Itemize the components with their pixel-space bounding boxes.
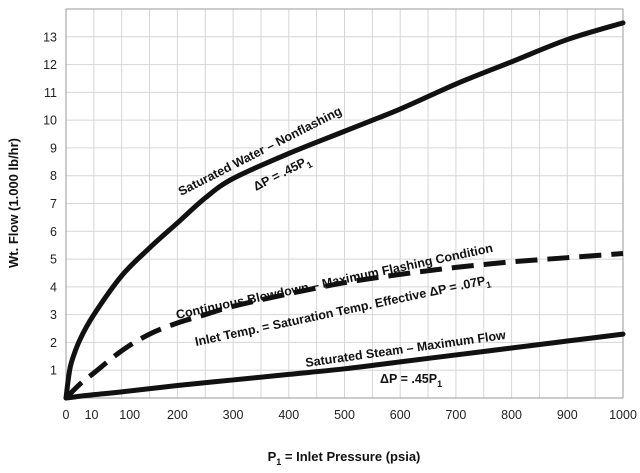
annotation-saturated-steam-dp: ΔP = .45P1: [380, 372, 442, 389]
saturated-steam-dp-subscript: 1: [437, 379, 442, 389]
y-tick-label: 12: [43, 58, 57, 72]
y-tick-label: 9: [50, 141, 57, 155]
x-tick-label: 0: [63, 408, 70, 422]
y-tick-label: 2: [50, 336, 57, 350]
saturated-water-dp-main: ΔP = .45P: [251, 155, 308, 193]
x-tick-label: 300: [223, 408, 244, 422]
inlet-temp-subscript: 1: [485, 279, 492, 290]
x-tick-label: 500: [334, 408, 355, 422]
saturated-steam-dp-main: ΔP = .45P: [380, 372, 437, 386]
x-tick-label: 10: [85, 408, 99, 422]
x-tick-label: 400: [278, 408, 299, 422]
x-axis-title-p: P: [268, 449, 277, 464]
series-saturated-water-line: [63, 20, 626, 401]
y-tick-label: 10: [43, 114, 57, 128]
x-axis-title-subscript: 1: [276, 457, 281, 467]
y-tick-label: 7: [50, 197, 57, 211]
y-tick-label: 4: [50, 280, 57, 294]
x-tick-label: 800: [501, 408, 522, 422]
x-tick-label: 900: [557, 408, 578, 422]
y-tick-label: 1: [50, 364, 57, 378]
grid-lines: [66, 9, 623, 398]
y-tick-label: 13: [43, 30, 57, 44]
x-tick-label: 1000: [609, 408, 637, 422]
y-tick-label: 8: [50, 169, 57, 183]
plot-frame: [65, 8, 624, 399]
x-tick-label: 200: [167, 408, 188, 422]
x-tick-label: 600: [390, 408, 411, 422]
curves: [63, 20, 626, 401]
y-tick-label: 6: [50, 225, 57, 239]
x-axis-title: P1 = Inlet Pressure (psia): [268, 449, 421, 467]
y-tick-label: 3: [50, 308, 57, 322]
series-continuous-blowdown-line: [64, 251, 624, 400]
y-tick-label: 11: [44, 86, 57, 100]
x-tick-label: 100: [119, 408, 140, 422]
x-tick-label: 700: [445, 408, 466, 422]
saturated-water-dp-subscript: 1: [305, 159, 314, 170]
x-axis-title-rest: = Inlet Pressure (psia): [281, 449, 420, 464]
y-tick-label: 5: [50, 253, 57, 267]
y-axis-title: Wt. Flow (1.000 lb/hr): [6, 138, 21, 268]
x-tick-labels: 0 10 100 200 300 400 500 600 700 800 900 1000: [63, 408, 637, 422]
series-saturated-steam-line: [63, 331, 626, 401]
